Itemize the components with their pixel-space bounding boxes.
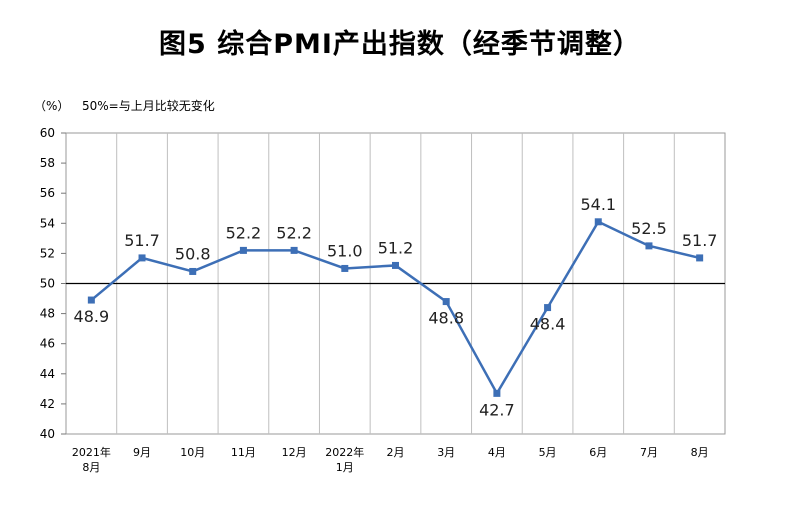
data-point [696,254,704,262]
x-tick-label: 3月 [437,446,455,459]
x-tick-label: 2月 [387,446,405,459]
data-label: 42.7 [479,400,515,419]
chart-title: 图5 综合PMI产出指数（经季节调整） [159,29,641,60]
data-label: 51.0 [327,241,363,260]
y-tick-label: 46 [40,337,55,351]
x-tick-label: 8月 [82,461,100,474]
data-label: 52.5 [631,219,667,238]
data-label: 52.2 [276,223,312,242]
data-label: 51.2 [378,238,414,257]
data-point [392,261,399,269]
data-point [493,389,501,397]
data-label: 48.4 [530,315,566,334]
data-label: 51.7 [682,231,718,250]
data-point [290,246,298,254]
y-tick-label: 54 [40,216,55,230]
data-point [645,242,653,250]
x-tick-label: 10月 [180,446,205,459]
data-point [341,264,349,272]
data-point [239,246,247,254]
data-label: 50.8 [175,244,211,263]
y-tick-label: 42 [40,397,55,411]
y-tick-label: 48 [40,307,55,321]
y-tick-label: 60 [40,126,55,140]
y-tick-label: 50 [40,277,55,291]
y-tick-label: 58 [40,156,55,170]
data-label: 48.8 [428,309,464,328]
y-tick-label: 52 [40,246,55,260]
x-tick-label: 12月 [282,446,307,459]
x-tick-label: 1月 [336,461,354,474]
x-tick-label: 9月 [133,446,151,459]
x-tick-label: 2021年 [72,445,111,459]
data-label: 48.9 [74,307,110,326]
data-point [189,267,197,275]
reference-note: 50%=与上月比较无变化 [82,99,215,113]
data-point [544,304,552,312]
data-label: 51.7 [124,231,160,250]
y-unit-label: （%） [34,99,70,113]
y-tick-label: 40 [40,427,55,441]
x-tick-label: 4月 [488,446,506,459]
x-tick-label: 8月 [691,446,709,459]
data-point [594,218,602,226]
x-tick-label: 6月 [589,446,607,459]
x-tick-label: 5月 [539,446,557,459]
data-label: 52.2 [226,223,262,242]
data-point [138,254,146,262]
data-point [87,296,95,304]
x-tick-label: 2022年 [325,445,364,459]
data-point [442,298,450,306]
y-tick-label: 44 [40,367,55,381]
y-tick-label: 56 [40,186,55,200]
data-label: 54.1 [580,195,616,214]
x-tick-label: 11月 [231,446,256,459]
x-tick-label: 7月 [640,446,658,459]
